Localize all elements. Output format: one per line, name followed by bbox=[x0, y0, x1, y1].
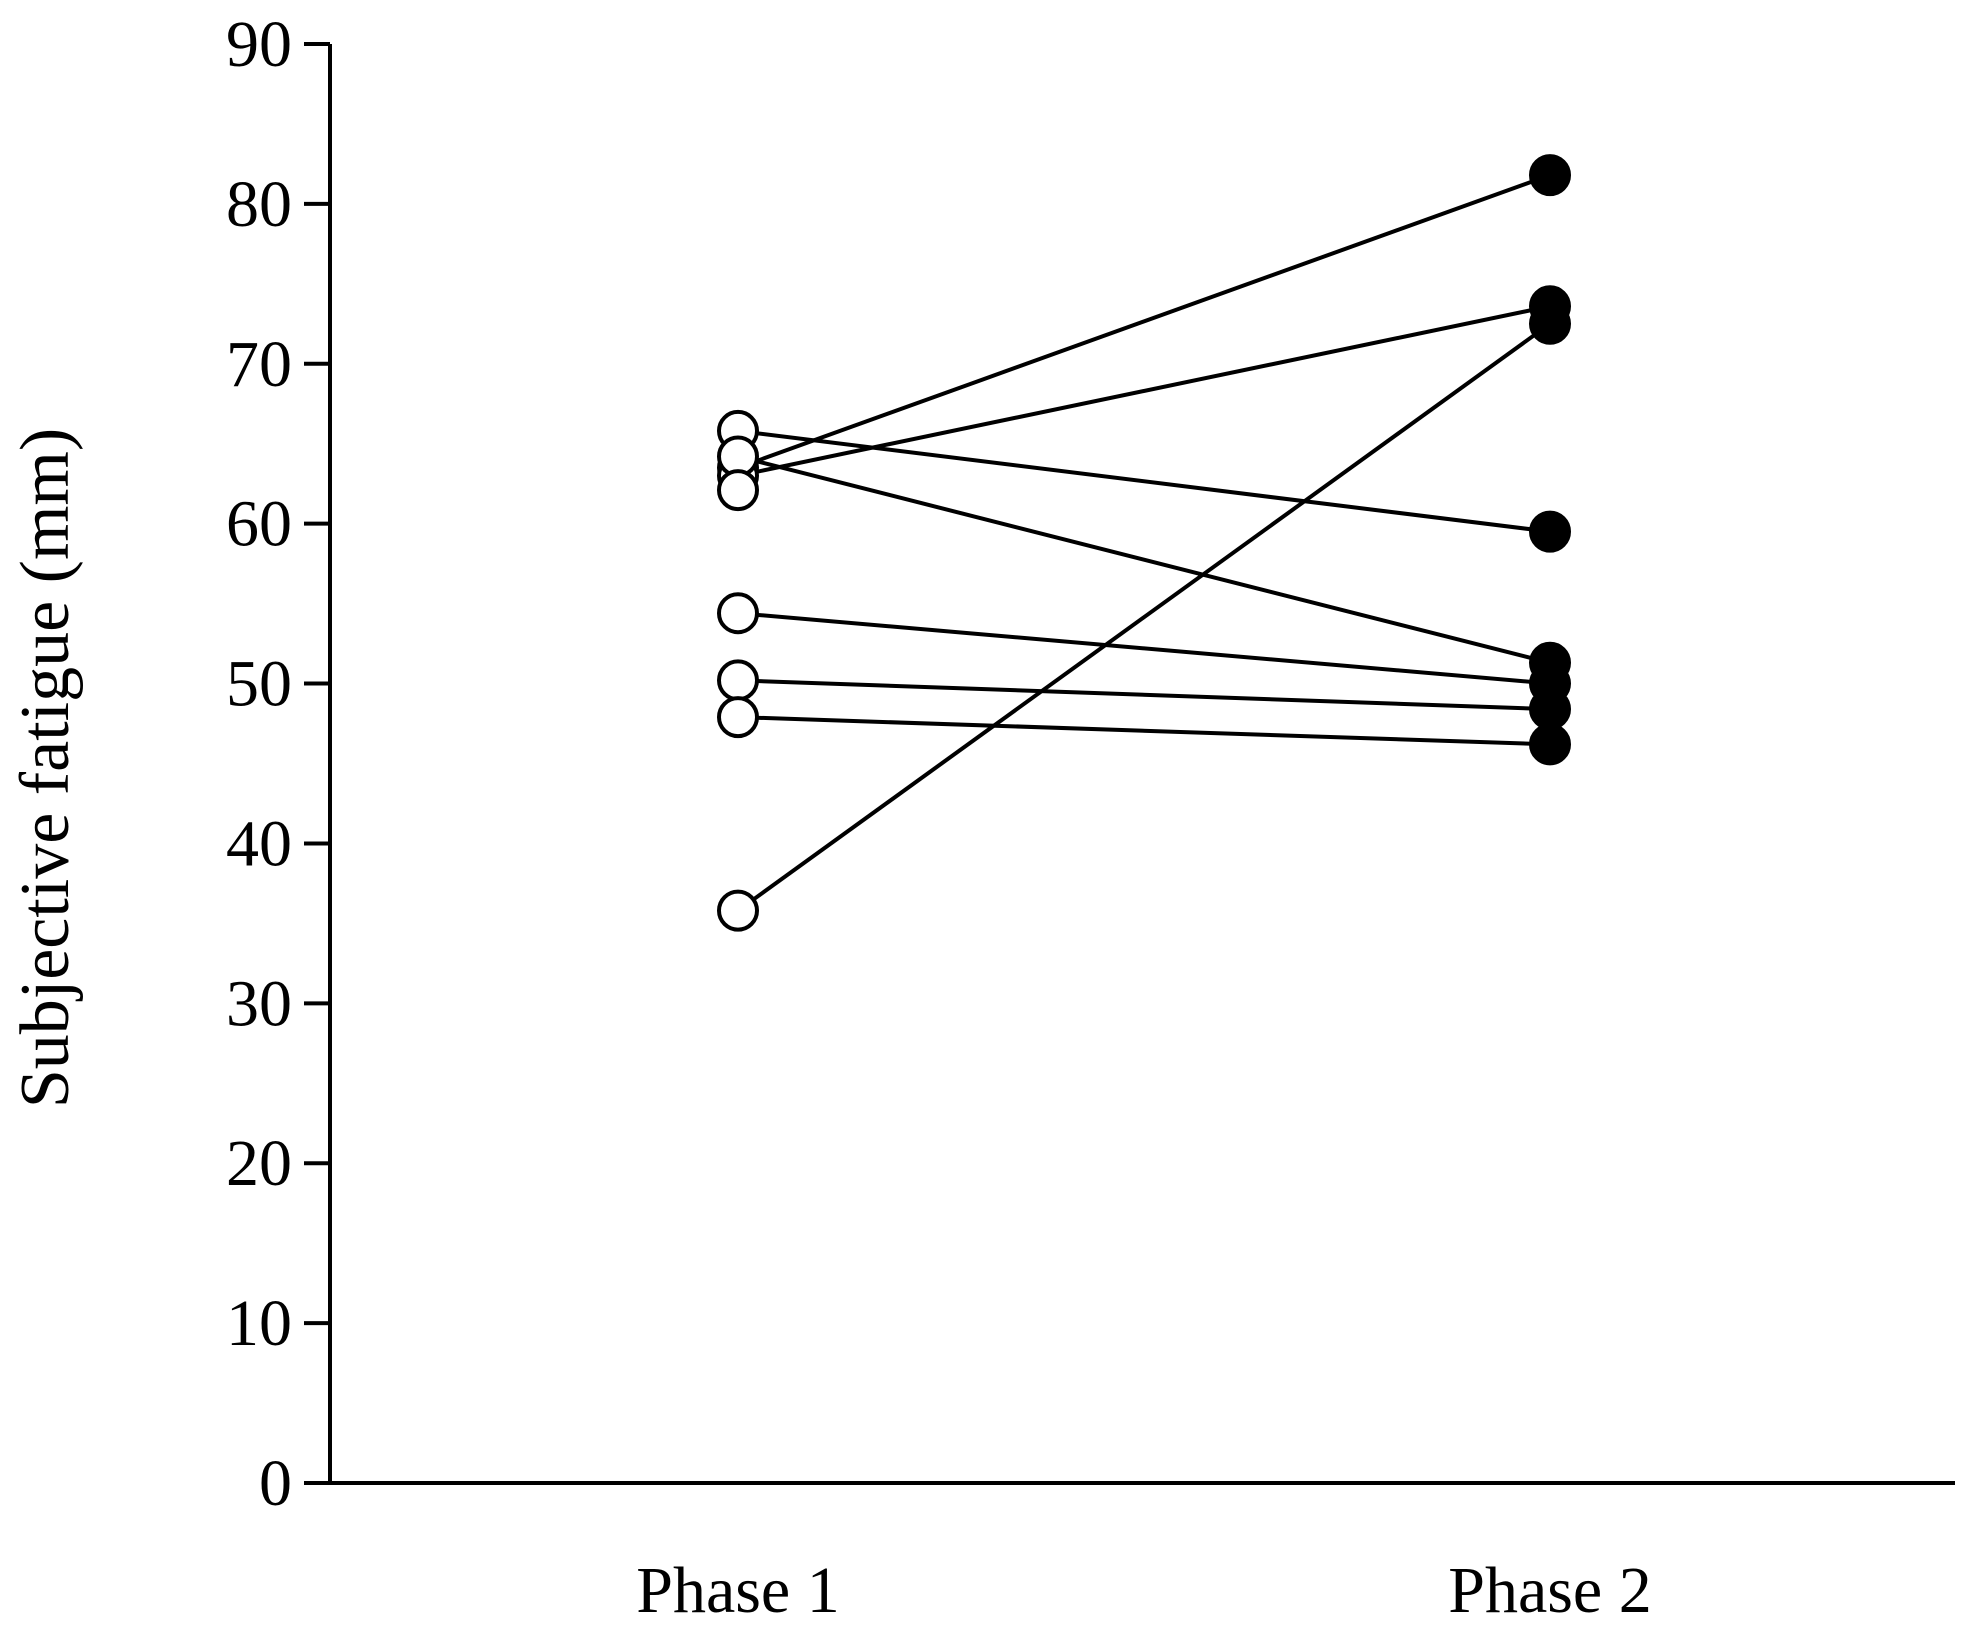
series-markers bbox=[717, 154, 1571, 932]
x-category-label: Phase 1 bbox=[636, 1554, 839, 1627]
y-tick-label: 40 bbox=[226, 807, 292, 880]
phase-2-point bbox=[1529, 688, 1571, 731]
phase-1-point bbox=[717, 889, 759, 932]
series-line bbox=[737, 454, 1551, 665]
y-tick-label: 60 bbox=[226, 488, 292, 561]
y-tick-label: 10 bbox=[226, 1287, 292, 1360]
y-tick-label: 70 bbox=[226, 328, 292, 401]
series-line bbox=[737, 715, 1551, 747]
y-ticks: 0 10 20 30 40 50 60 70 80 90 bbox=[226, 8, 330, 1520]
axes bbox=[328, 44, 1955, 1485]
x-category-labels: Phase 1 Phase 2 bbox=[636, 1554, 1651, 1627]
series-line bbox=[737, 304, 1551, 478]
phase-2-point bbox=[1529, 302, 1571, 345]
series-lines bbox=[736, 173, 1552, 913]
y-tick-label: 50 bbox=[226, 648, 292, 721]
phase-2-point bbox=[1529, 154, 1571, 197]
phase-1-point bbox=[717, 469, 759, 512]
series-line bbox=[736, 322, 1552, 913]
y-tick-label: 80 bbox=[226, 168, 292, 241]
series-line bbox=[737, 678, 1551, 712]
y-tick-label: 0 bbox=[259, 1447, 292, 1520]
y-axis-title: Subjective fatigue (mm) bbox=[7, 428, 84, 1108]
series-line bbox=[737, 173, 1551, 470]
series-line bbox=[737, 428, 1551, 534]
phase-2-point bbox=[1529, 723, 1571, 766]
series-line bbox=[737, 611, 1551, 686]
y-tick-label: 90 bbox=[226, 8, 292, 81]
phase-2-point bbox=[1529, 510, 1571, 553]
phase-1-point bbox=[717, 696, 759, 739]
phase-1-point bbox=[717, 592, 759, 635]
phase-1-point bbox=[717, 659, 759, 702]
y-tick-label: 20 bbox=[226, 1127, 292, 1200]
x-category-label: Phase 2 bbox=[1448, 1554, 1651, 1627]
y-tick-label: 30 bbox=[226, 967, 292, 1040]
